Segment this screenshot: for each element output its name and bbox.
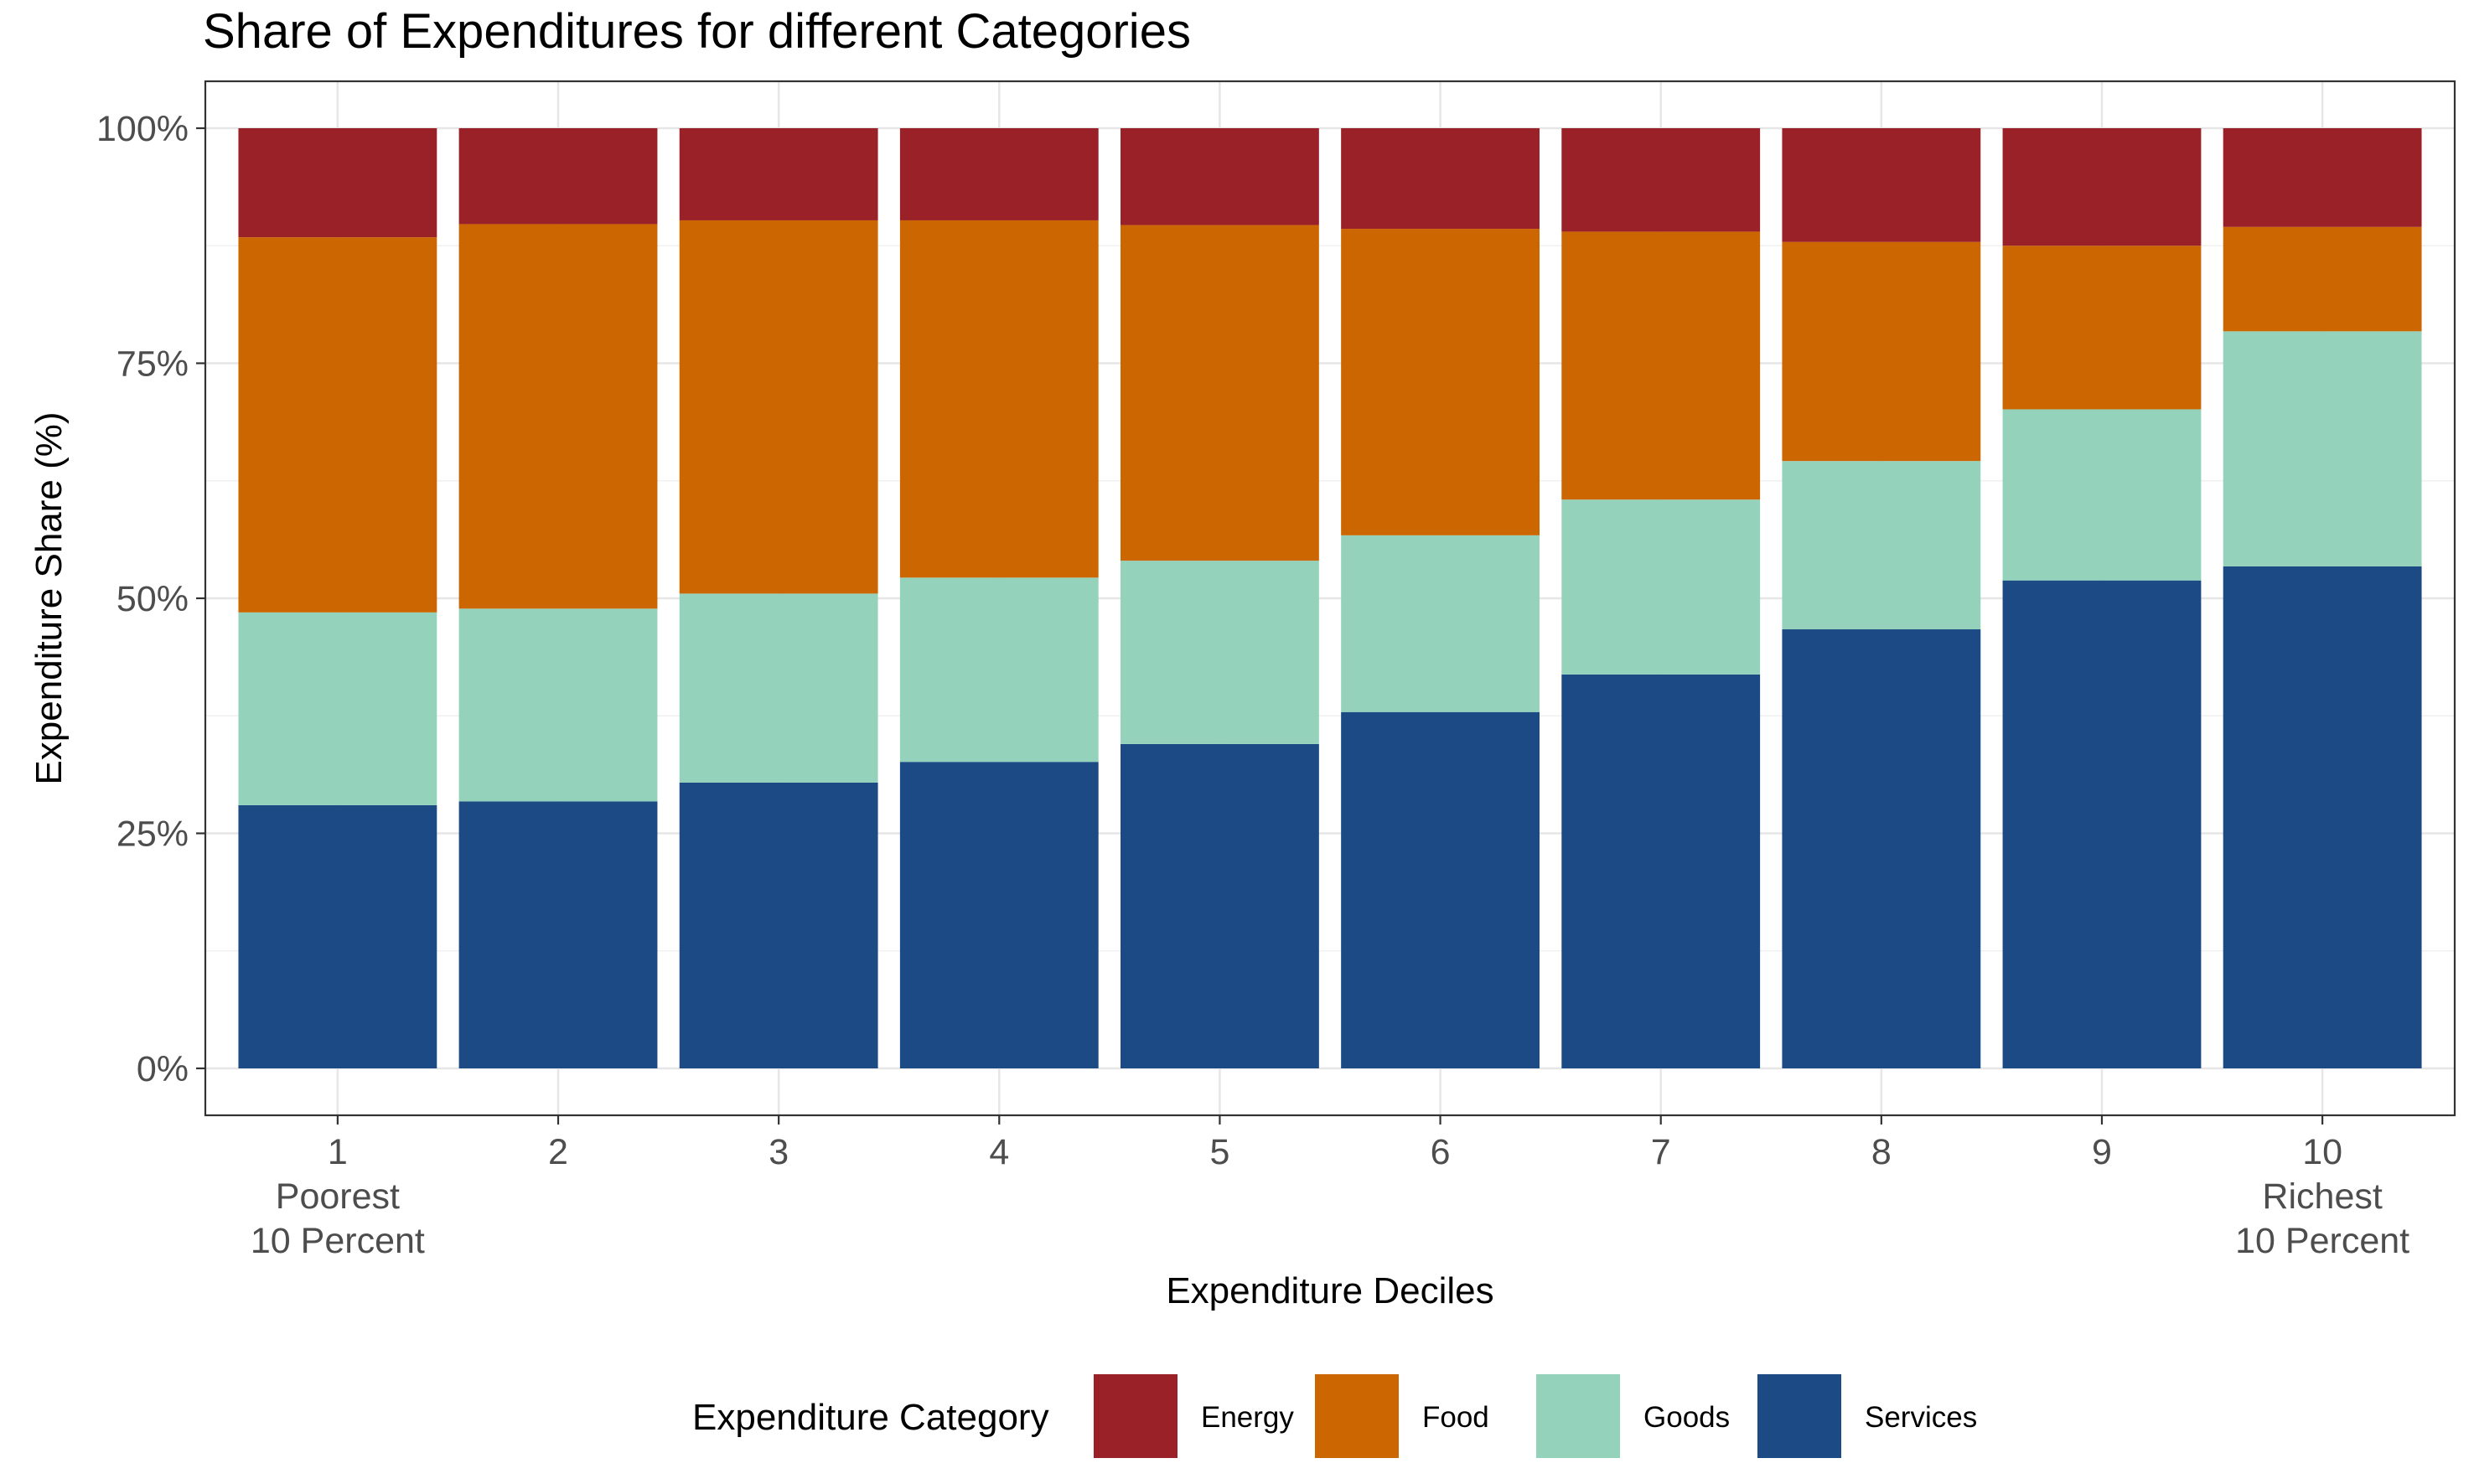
y-axis: 0% 25% 50% 75% 100% (96, 109, 205, 1089)
bar-segment-food-3 (679, 220, 878, 594)
bar-segment-food-7 (1561, 231, 1761, 500)
x-tick-label: 6 (1431, 1132, 1451, 1172)
y-tick-label: 100% (96, 109, 189, 149)
y-tick-label: 75% (116, 344, 189, 385)
legend-key-goods (1536, 1374, 1620, 1458)
legend-items: Energy Food Goods Services (1094, 1374, 1977, 1458)
bar-segment-services-3 (679, 782, 878, 1068)
bar-segment-goods-7 (1561, 499, 1761, 675)
x-tick-label: 8 (1871, 1132, 1892, 1172)
bar-segment-energy-8 (1782, 128, 1981, 242)
bar-segment-services-2 (458, 801, 658, 1068)
bar-segment-goods-9 (2002, 409, 2202, 581)
bar-segment-services-7 (1561, 674, 1761, 1068)
bar-segment-energy-5 (1121, 128, 1319, 225)
bars (238, 128, 2422, 1068)
bar-segment-goods-8 (1782, 461, 1981, 630)
legend-label-energy: Energy (1201, 1401, 1294, 1434)
bar-segment-energy-3 (679, 128, 878, 220)
bar-segment-goods-5 (1121, 561, 1319, 744)
bar-segment-services-9 (2002, 580, 2202, 1068)
x-tick-label: 5 (1209, 1132, 1229, 1172)
legend-key-services (1757, 1374, 1841, 1458)
x-axis: 1 Poorest 10 Percent 2 3 4 5 6 7 8 9 10 Richest 10 Pe… (251, 1115, 2409, 1261)
bar-segment-food-2 (458, 224, 658, 609)
x-tick-label: 7 (1651, 1132, 1671, 1172)
bar-segment-food-9 (2002, 246, 2202, 410)
y-tick-label: 25% (116, 814, 189, 855)
bar-segment-goods-3 (679, 593, 878, 783)
x-tick-label: 1 Poorest 10 Percent (251, 1132, 425, 1261)
bar-segment-food-5 (1121, 225, 1319, 561)
legend-label-food: Food (1422, 1401, 1489, 1434)
legend-label-services: Services (1865, 1401, 1977, 1434)
bar-segment-food-8 (1782, 241, 1981, 462)
bar-segment-energy-10 (2223, 128, 2422, 227)
x-tick-label: 2 (548, 1132, 568, 1172)
bar-segment-goods-1 (238, 612, 437, 805)
x-tick-label: 3 (769, 1132, 789, 1172)
legend-key-food (1315, 1374, 1399, 1458)
legend-title: Expenditure Category (692, 1397, 1049, 1438)
bar-segment-energy-4 (899, 128, 1099, 220)
bar-segment-goods-6 (1341, 535, 1540, 712)
bar-segment-goods-2 (458, 608, 658, 802)
y-tick-label: 50% (116, 579, 189, 619)
x-tick-label: 9 (2092, 1132, 2112, 1172)
bar-segment-services-1 (238, 804, 437, 1068)
bar-segment-energy-7 (1561, 128, 1761, 232)
bar-segment-food-4 (899, 220, 1099, 578)
bar-segment-services-6 (1341, 711, 1540, 1068)
bar-segment-goods-10 (2223, 331, 2422, 566)
legend-key-energy (1094, 1374, 1177, 1458)
y-tick-label: 0% (137, 1049, 189, 1089)
legend-label-goods: Goods (1643, 1401, 1730, 1434)
chart-title: Share of Expenditures for different Cate… (203, 4, 1191, 59)
bar-segment-food-1 (238, 237, 437, 613)
bar-segment-energy-2 (458, 128, 658, 225)
legend: Expenditure Category Energy Food Goods Serv… (692, 1374, 1977, 1458)
bar-segment-energy-1 (238, 128, 437, 238)
bar-segment-services-10 (2223, 566, 2422, 1068)
bar-segment-energy-6 (1341, 128, 1540, 230)
x-tick-label: 4 (989, 1132, 1009, 1172)
bar-segment-energy-9 (2002, 128, 2202, 246)
bar-segment-food-10 (2223, 226, 2422, 332)
x-tick-label: 10 Richest 10 Percent (2235, 1132, 2409, 1261)
bar-segment-services-8 (1782, 629, 1981, 1068)
y-axis-title: Expenditure Share (%) (28, 411, 70, 784)
x-axis-title: Expenditure Deciles (1166, 1270, 1493, 1311)
bar-segment-services-4 (899, 762, 1099, 1068)
bar-segment-food-6 (1341, 229, 1540, 535)
bar-segment-goods-4 (899, 577, 1099, 763)
bar-segment-services-5 (1121, 743, 1319, 1068)
